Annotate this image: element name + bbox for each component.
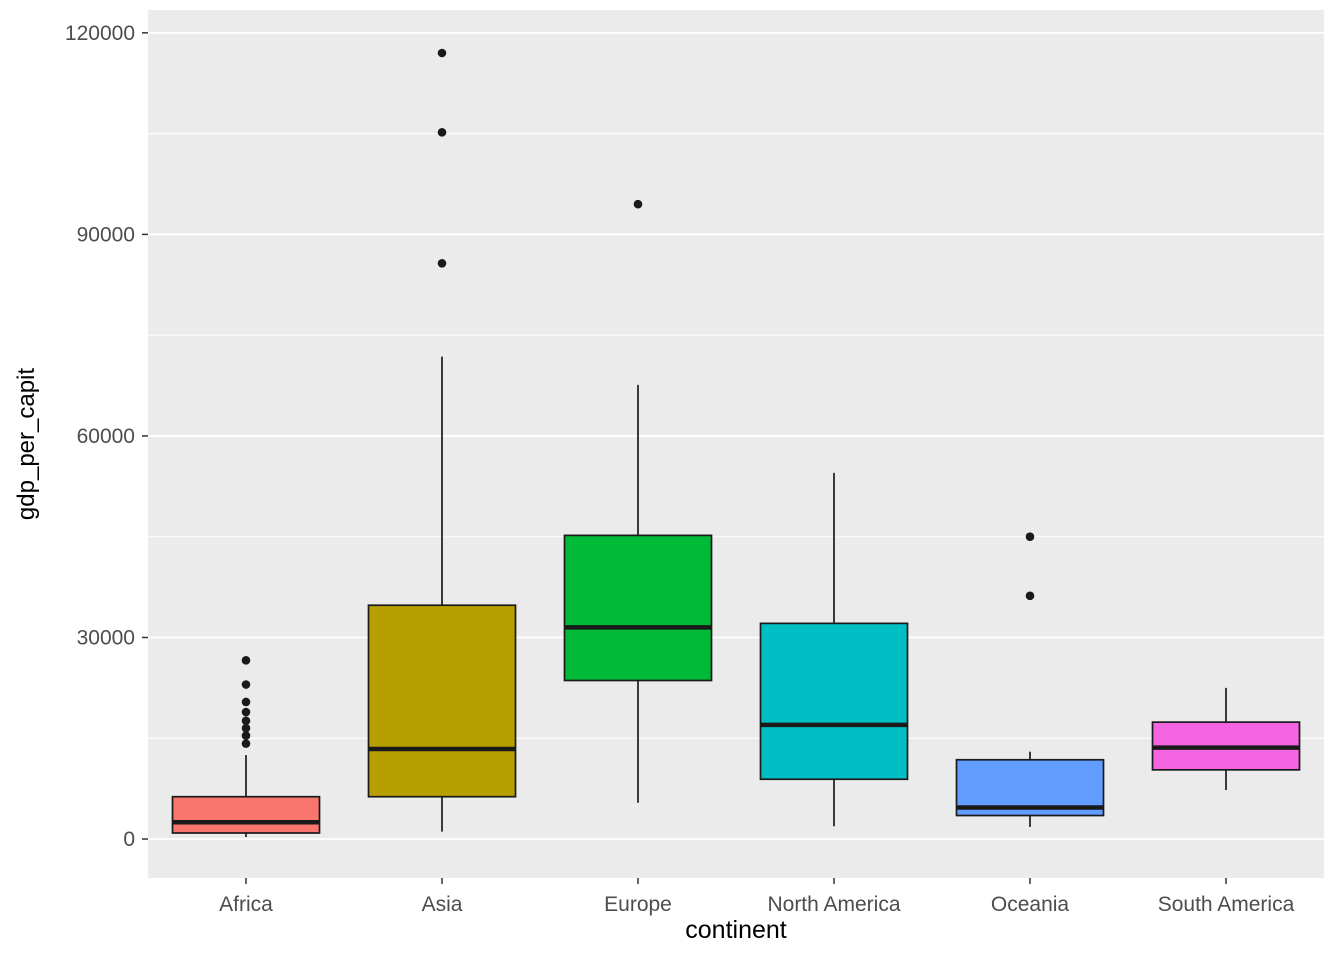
- x-tick-label: Asia: [422, 893, 463, 916]
- boxplot-europe: [563, 199, 713, 884]
- outlier-point: [437, 48, 447, 58]
- y-tick-label: 90000: [77, 223, 135, 246]
- outlier-point: [633, 199, 643, 209]
- outlier-point: [241, 716, 251, 726]
- iqr-box: [563, 534, 713, 682]
- boxplot-north-america: [759, 472, 909, 884]
- x-tick-label: Europe: [604, 893, 672, 916]
- boxplot-asia: [367, 48, 517, 884]
- boxplot-oceania: [955, 532, 1105, 884]
- outlier-point: [437, 258, 447, 268]
- iqr-box: [171, 795, 321, 834]
- outlier-point: [241, 656, 251, 665]
- x-tick-label: Africa: [219, 893, 273, 916]
- boxplot-africa: [171, 656, 321, 884]
- boxplot-south-america: [1151, 687, 1301, 884]
- outlier-point: [241, 723, 251, 733]
- iqr-box: [367, 604, 517, 798]
- y-axis-title: gdp_per_capit: [13, 367, 40, 521]
- outlier-point: [241, 680, 251, 689]
- iqr-box: [759, 622, 909, 781]
- plot-panel: [148, 10, 1324, 878]
- y-tick-label: 30000: [77, 626, 135, 649]
- y-tick-label: 0: [123, 828, 135, 851]
- outlier-point: [241, 707, 251, 717]
- x-tick-label: North America: [767, 893, 900, 916]
- outlier-point: [1025, 591, 1035, 601]
- outlier-point: [241, 739, 251, 748]
- x-tick-label: South America: [1158, 893, 1295, 916]
- y-tick-label: 60000: [77, 425, 135, 448]
- y-tick-label: 120000: [65, 22, 135, 45]
- outlier-point: [241, 697, 251, 707]
- x-tick-label: Oceania: [991, 893, 1070, 916]
- x-axis-title: continent: [685, 916, 787, 944]
- outlier-point: [1025, 532, 1035, 542]
- outlier-point: [437, 127, 447, 137]
- outlier-point: [241, 731, 251, 740]
